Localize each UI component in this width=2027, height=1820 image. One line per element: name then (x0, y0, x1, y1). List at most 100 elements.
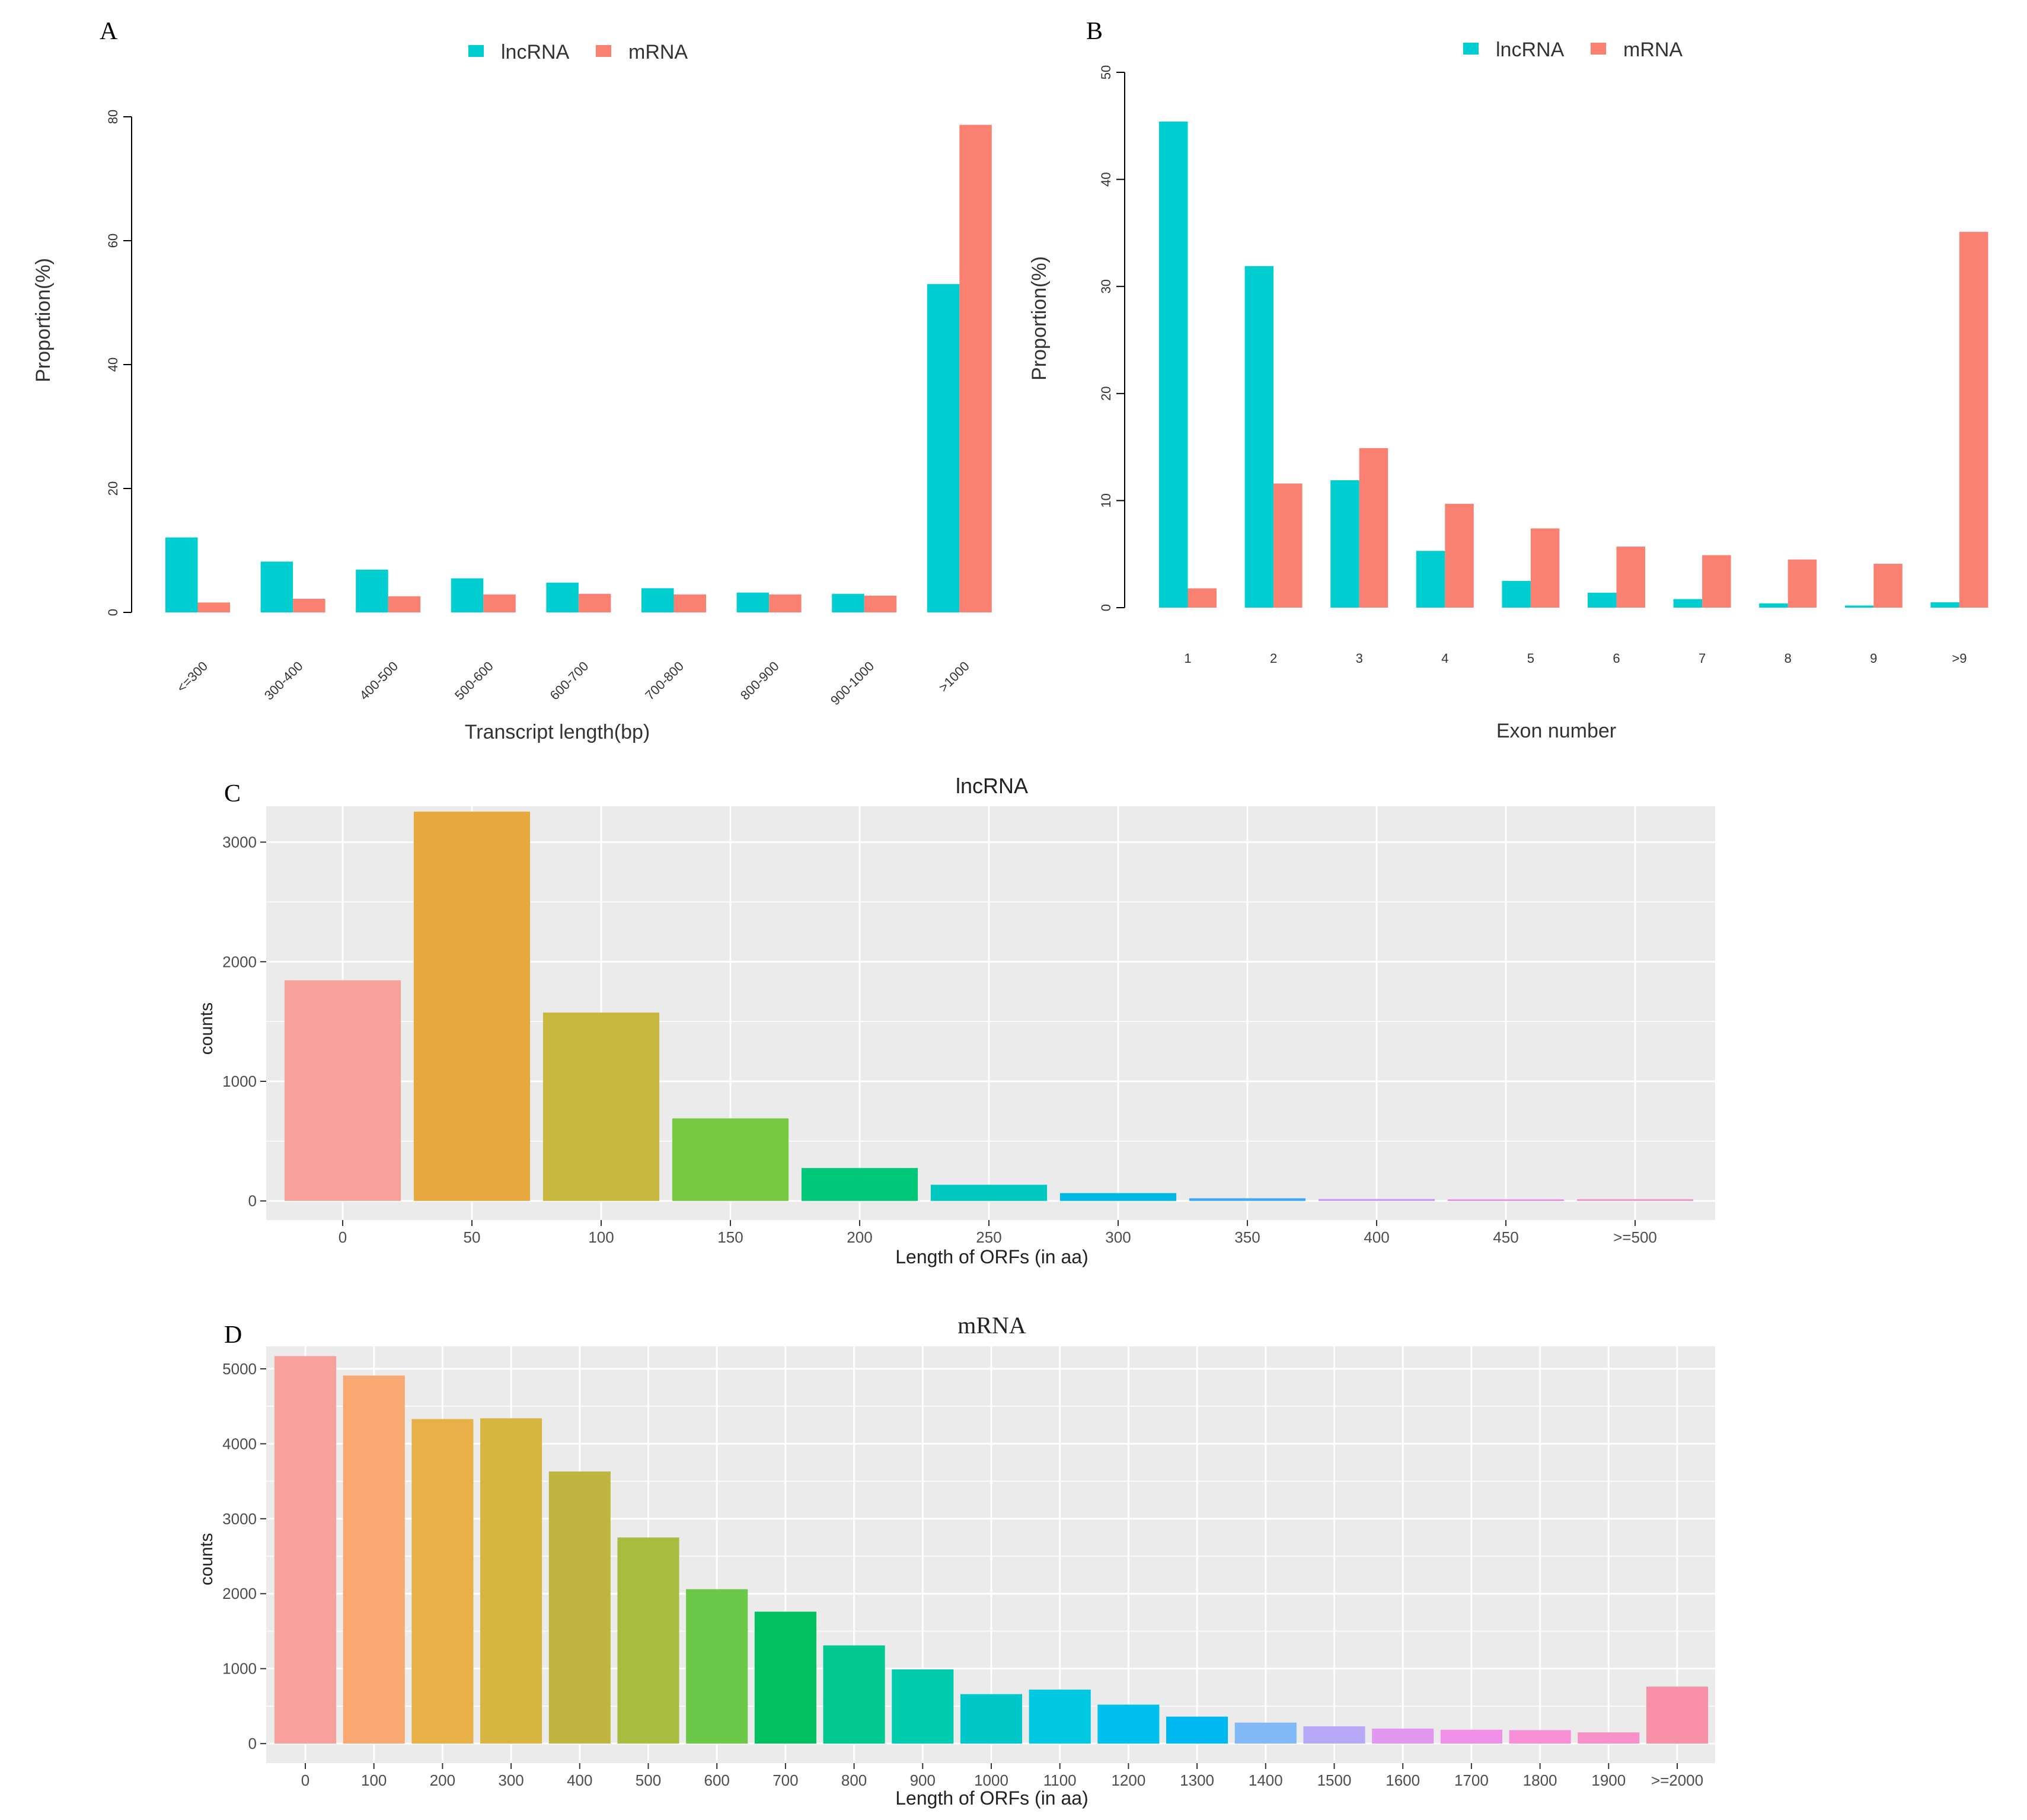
y-tick-label-b: 40 (1099, 172, 1113, 186)
bar-b-lncRNA-9 (1930, 602, 1959, 608)
y-tick-label-c: 2000 (222, 953, 257, 970)
bar-d-400 (548, 1471, 611, 1744)
x-tick-label-b: 2 (1270, 651, 1277, 666)
title-d: mRNA (957, 1312, 1026, 1339)
x-tick-label-d: 300 (498, 1771, 523, 1789)
x-tick-label-c: 150 (717, 1228, 743, 1246)
y-tick-label-c: 0 (248, 1192, 257, 1210)
bar-d-700 (754, 1611, 816, 1744)
x-tick-label-a: 500-600 (452, 659, 496, 703)
bar-a-mRNA-6 (769, 594, 802, 612)
bar-d->=2000 (1646, 1687, 1709, 1744)
legend-b-lncrna-label: lncRNA (1496, 39, 1565, 61)
y-tick-label-b: 10 (1099, 493, 1113, 507)
xlabel-a: Transcript length(bp) (465, 721, 650, 743)
chart-a: 0 20 40 60 80 <=300 300-400 400-500 500-600 600-7… (106, 110, 992, 708)
x-tick-label-d: 900 (910, 1771, 936, 1789)
x-tick-label-a: >1000 (936, 659, 972, 695)
bar-a-mRNA-5 (673, 594, 706, 612)
bar-d-1600 (1372, 1728, 1434, 1744)
y-tick-label-a: 60 (106, 234, 120, 248)
bar-d-1400 (1234, 1722, 1297, 1744)
y-tick-label-a: 0 (106, 609, 120, 616)
x-tick-label-d: 1400 (1249, 1771, 1283, 1789)
bar-d-1300 (1166, 1716, 1228, 1744)
y-tick-label-d: 5000 (222, 1360, 257, 1378)
x-tick-label-b: 7 (1699, 651, 1706, 666)
x-tick-label-d: 600 (704, 1771, 730, 1789)
x-tick-label-b: 9 (1870, 651, 1877, 666)
bar-a-mRNA-7 (864, 595, 897, 612)
chart-d: 0 1000 2000 3000 4000 5000 0 100 200 300 400 500 600… (222, 1346, 1715, 1789)
x-tick-label-d: 1100 (1043, 1771, 1077, 1789)
bar-a-lncRNA-2 (356, 569, 388, 612)
xlabel-b: Exon number (1496, 720, 1616, 742)
bar-a-lncRNA-7 (832, 593, 864, 612)
bar-c->=500 (1576, 1199, 1694, 1201)
x-tick-label-b: 5 (1527, 651, 1534, 666)
panel-label-d: D (224, 1321, 242, 1349)
bar-b-mRNA-6 (1702, 555, 1731, 608)
x-tick-label-d: 200 (430, 1771, 455, 1789)
x-tick-label-a: 900-1000 (828, 659, 877, 708)
bar-c-400 (1318, 1199, 1435, 1201)
legend-a-lncrna-swatch (468, 45, 484, 57)
bar-b-mRNA-0 (1188, 588, 1217, 608)
y-tick-label-b: 50 (1099, 65, 1113, 79)
bar-d-1200 (1097, 1704, 1160, 1744)
ylabel-b: Proportion(%) (1028, 256, 1051, 381)
bar-d-1900 (1578, 1732, 1640, 1744)
y-tick-label-c: 1000 (222, 1072, 257, 1090)
bar-b-lncRNA-5 (1588, 592, 1617, 608)
x-tick-label-b: 1 (1184, 651, 1191, 666)
bar-a-lncRNA-8 (927, 284, 960, 612)
x-tick-label-c: 250 (976, 1228, 1001, 1246)
panel-label-c: C (224, 780, 241, 807)
panel-label-a: A (100, 18, 118, 45)
bar-a-mRNA-3 (483, 594, 516, 612)
x-tick-label-a: 700-800 (642, 659, 687, 703)
bar-a-lncRNA-1 (260, 561, 293, 612)
x-tick-label-d: 1600 (1386, 1771, 1420, 1789)
bar-b-mRNA-8 (1873, 563, 1902, 608)
x-tick-label-d: 1300 (1180, 1771, 1214, 1789)
x-tick-label-a: 400-500 (356, 659, 401, 703)
x-tick-label-d: 400 (567, 1771, 592, 1789)
ylabel-c: counts (197, 1002, 216, 1055)
x-tick-label-a: 300-400 (261, 659, 306, 703)
legend-b-lncrna-swatch (1463, 43, 1479, 55)
x-tick-label-d: 1900 (1591, 1771, 1626, 1789)
bar-d-600 (686, 1589, 748, 1744)
bar-d-1500 (1303, 1726, 1365, 1744)
bar-d-1100 (1029, 1690, 1091, 1744)
legend-a-mrna-swatch (596, 45, 611, 57)
x-tick-label-d: 1800 (1523, 1771, 1557, 1789)
y-tick-label-d: 0 (248, 1735, 257, 1752)
bar-d-300 (480, 1418, 542, 1744)
x-tick-label-d: 700 (773, 1771, 798, 1789)
x-tick-label-c: 200 (847, 1228, 872, 1246)
x-tick-label-a: 600-700 (547, 659, 592, 703)
chart-c: 0 1000 2000 3000 0 50 100 150 200 250 300 350 400 450… (222, 806, 1715, 1246)
y-tick-label-b: 20 (1099, 387, 1113, 401)
bar-a-lncRNA-6 (736, 592, 770, 612)
bar-d-100 (343, 1375, 405, 1744)
y-tick-label-a: 80 (106, 110, 120, 124)
bar-b-lncRNA-0 (1159, 122, 1188, 608)
x-tick-label-d: 1200 (1111, 1771, 1145, 1789)
ylabel-d: counts (197, 1533, 216, 1585)
bar-a-mRNA-0 (197, 602, 230, 612)
x-tick-label-d: 0 (301, 1771, 309, 1789)
x-tick-label-c: 350 (1234, 1228, 1260, 1246)
bar-b-mRNA-7 (1787, 559, 1817, 608)
bar-d-900 (892, 1669, 954, 1744)
x-tick-label-c: >=500 (1613, 1228, 1657, 1246)
y-tick-label-a: 40 (106, 357, 120, 372)
x-tick-label-b: 3 (1356, 651, 1363, 666)
bar-a-lncRNA-0 (165, 537, 198, 612)
bar-d-1700 (1440, 1729, 1502, 1744)
bar-c-450 (1447, 1199, 1565, 1201)
bar-d-1000 (960, 1694, 1023, 1744)
x-tick-label-d: 100 (361, 1771, 387, 1789)
